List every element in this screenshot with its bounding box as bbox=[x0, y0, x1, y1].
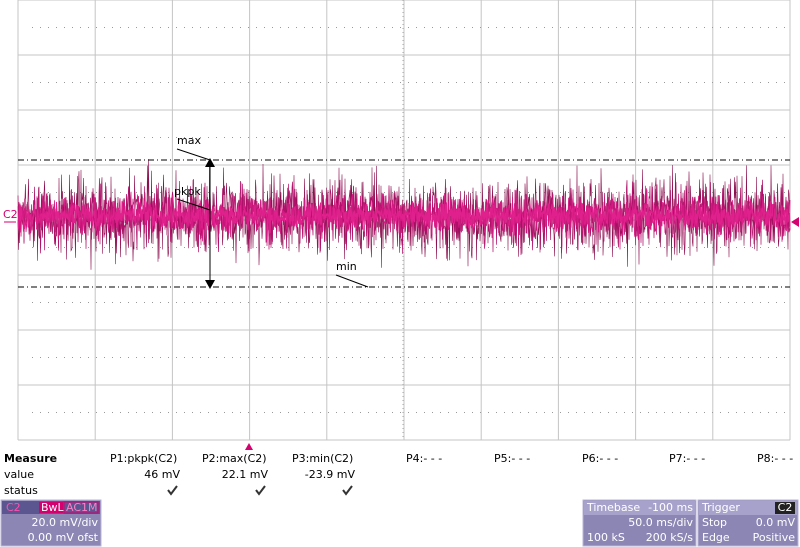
status-check bbox=[342, 485, 353, 496]
measure-table: Measure value status P1:pkpk(C2) 46 mV P2:… bbox=[4, 452, 793, 497]
param-name: P3:min(C2) bbox=[292, 452, 353, 465]
channel-offset: 0.00 mV ofst bbox=[28, 531, 99, 544]
param-name: P5:- - - bbox=[494, 452, 530, 465]
param-name: P4:- - - bbox=[406, 452, 442, 465]
box-header bbox=[699, 501, 797, 515]
param-name: P8:- - - bbox=[757, 452, 793, 465]
param-name: P2:max(C2) bbox=[202, 452, 267, 465]
timebase-rate: 200 kS/s bbox=[646, 531, 694, 544]
trigger-source: C2 bbox=[778, 501, 793, 514]
pkpk-label: pkpk bbox=[174, 185, 201, 198]
max-label: max bbox=[177, 134, 201, 147]
arrow-head bbox=[205, 158, 215, 167]
arrow-head bbox=[205, 280, 215, 289]
waveform bbox=[17, 159, 791, 270]
badge-text: BwL bbox=[41, 501, 65, 514]
trigger-time-marker bbox=[245, 443, 253, 450]
param-value: 46 mV bbox=[144, 468, 180, 481]
channel-box[interactable]: C2 BwL AC1M 20.0 mV/div 0.00 mV ofst bbox=[0, 499, 102, 547]
param-name: P7:- - - bbox=[669, 452, 705, 465]
leader bbox=[335, 274, 369, 288]
row-label: status bbox=[4, 484, 38, 497]
box-header bbox=[584, 501, 695, 515]
timebase-delay: -100 ms bbox=[648, 501, 693, 514]
noise-trace bbox=[17, 199, 791, 234]
source-badge bbox=[775, 502, 795, 514]
timebase-scale: 50.0 ms/div bbox=[628, 516, 693, 529]
channel-name: C2 bbox=[6, 501, 21, 514]
badge-text: AC1M bbox=[66, 501, 98, 514]
min-label: min bbox=[336, 260, 357, 273]
param-name: P6:- - - bbox=[582, 452, 618, 465]
channel-marker: C2 bbox=[3, 208, 18, 221]
param-value: -23.9 mV bbox=[305, 468, 356, 481]
badge bbox=[39, 502, 63, 513]
timebase-title: Timebase bbox=[586, 501, 640, 514]
channel-scale: 20.0 mV/div bbox=[32, 516, 99, 529]
badge bbox=[63, 501, 99, 514]
timebase-box[interactable]: Timebase -100 ms 50.0 ms/div 100 kS 200 … bbox=[582, 499, 697, 547]
trigger-title: Trigger bbox=[701, 501, 740, 514]
param-value: 22.1 mV bbox=[222, 468, 269, 481]
status-check bbox=[255, 485, 266, 496]
measure-title: Measure bbox=[4, 452, 57, 465]
trigger-level: 0.0 mV bbox=[756, 516, 796, 529]
level-marker bbox=[791, 217, 799, 227]
timebase-samples: 100 kS bbox=[587, 531, 625, 544]
trigger-mode: Stop bbox=[702, 516, 727, 529]
trigger-box[interactable]: Trigger C2 Stop 0.0 mV Edge Positive bbox=[697, 499, 799, 547]
row-label: value bbox=[4, 468, 34, 481]
leader bbox=[176, 148, 211, 161]
trigger-type: Edge bbox=[702, 531, 730, 544]
status-check bbox=[167, 485, 178, 496]
param-name: P1:pkpk(C2) bbox=[110, 452, 177, 465]
leader bbox=[176, 198, 211, 211]
trigger-slope: Positive bbox=[753, 531, 796, 544]
